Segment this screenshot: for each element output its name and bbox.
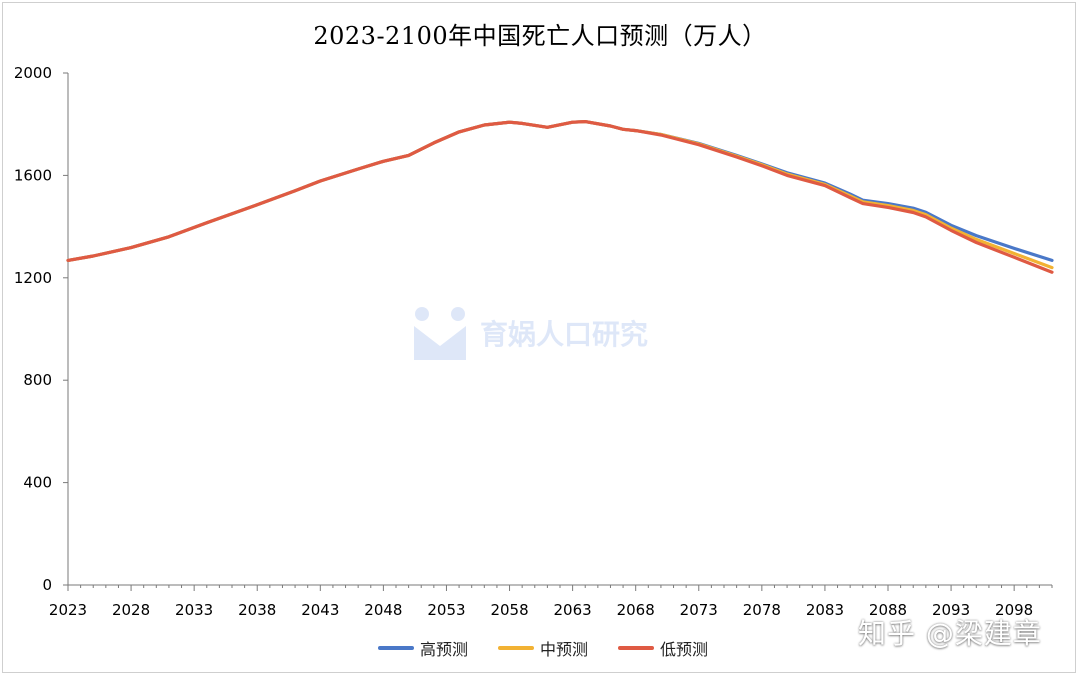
x-tick-label: 2093 (932, 601, 970, 619)
x-tick-label: 2073 (680, 601, 718, 619)
x-tick-label: 2053 (427, 601, 465, 619)
legend-label-mid: 中预测 (540, 640, 589, 659)
y-tick-label: 400 (23, 474, 52, 492)
series-line-high (66, 119, 1054, 262)
legend-item-high: 高预测 (378, 636, 468, 660)
zhihu-watermark: 知乎 @梁建章 (858, 617, 1042, 650)
series-line-mid (66, 119, 1054, 270)
x-tick-label: 2058 (490, 601, 528, 619)
series-line-low (66, 119, 1054, 274)
x-tick-label: 2078 (743, 601, 781, 619)
x-tick-label: 2048 (364, 601, 402, 619)
chart-title: 2023-2100年中国死亡人口预测（万人） (313, 22, 767, 50)
legend-label-low: 低预测 (660, 640, 709, 659)
legend: 高预测 中预测 低预测 (378, 636, 708, 660)
x-tick-label: 2033 (175, 601, 213, 619)
legend-swatch-high (378, 646, 414, 650)
yuwa-logo-icon (414, 307, 466, 360)
x-tick-label: 2063 (554, 601, 592, 619)
x-tick-label: 2043 (301, 601, 339, 619)
y-tick-label: 1600 (14, 166, 52, 184)
x-tick-label: 2023 (49, 601, 87, 619)
legend-label-high: 高预测 (420, 640, 469, 659)
legend-swatch-low (618, 646, 655, 650)
x-tick-label: 2038 (238, 601, 276, 619)
yuwa-watermark-text: 育娲人口研究 (480, 318, 649, 351)
x-tick-label: 2083 (806, 601, 844, 619)
yuwa-watermark: 育娲人口研究 (412, 304, 648, 362)
x-tick-label: 2098 (995, 601, 1033, 619)
y-tick-label: 2000 (14, 64, 52, 82)
x-tick-label: 2028 (112, 601, 150, 619)
legend-item-mid: 中预测 (498, 636, 588, 660)
y-tick-label: 1200 (14, 269, 52, 287)
y-tick-label: 0 (42, 576, 52, 594)
x-tick-label: 2088 (869, 601, 907, 619)
legend-item-low: 低预测 (618, 636, 708, 660)
x-tick-label: 2068 (617, 601, 655, 619)
y-tick-label: 800 (23, 371, 52, 389)
legend-swatch-mid (498, 646, 535, 650)
